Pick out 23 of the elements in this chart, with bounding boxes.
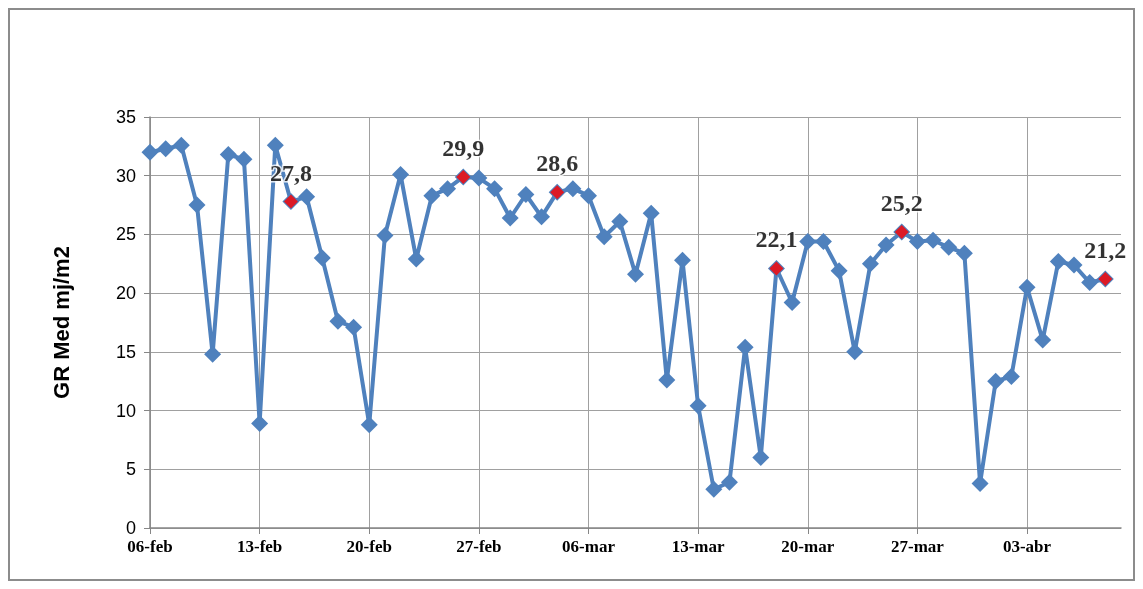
y-tick-label: 25 <box>115 224 136 245</box>
x-tick-label: 06-feb <box>127 537 173 556</box>
x-tick-label: 03-abr <box>1002 537 1052 556</box>
y-tick-label: 35 <box>115 107 136 127</box>
x-tick-label: 13-feb <box>236 537 283 556</box>
data-label: 22,1 <box>755 226 798 253</box>
y-tick-label: 10 <box>115 400 136 421</box>
x-tick-label: 13-mar <box>671 537 726 556</box>
y-axis-title: GR Med mj/m2 <box>48 246 74 399</box>
data-label: 29,9 <box>442 134 485 161</box>
x-tick-label: 27-feb <box>456 537 502 556</box>
y-tick-label: 15 <box>115 341 136 362</box>
x-tick-label: 20-feb <box>346 537 392 556</box>
y-tick-label: 0 <box>125 518 136 538</box>
x-tick-label: 20-mar <box>781 537 835 556</box>
y-tick-label: 5 <box>125 459 136 480</box>
x-tick-label: 27-mar <box>890 537 945 556</box>
y-tick-label: 20 <box>115 283 136 304</box>
data-label: 25,2 <box>880 190 923 217</box>
x-tick-label: 06-mar <box>562 537 616 556</box>
data-label: 21,2 <box>1084 237 1127 264</box>
y-tick-label: 30 <box>115 165 136 186</box>
data-label: 28,6 <box>536 150 579 177</box>
